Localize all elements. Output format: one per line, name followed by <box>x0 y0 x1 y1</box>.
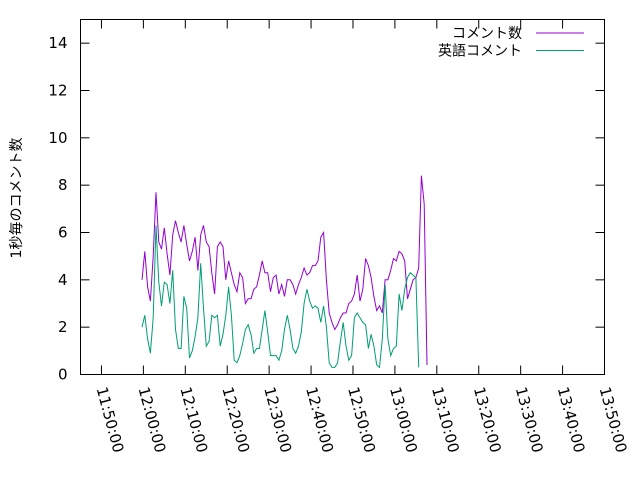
y-tick-label: 12 <box>48 82 67 100</box>
x-tick-label: 12:00:00 <box>135 385 170 455</box>
x-axis: 11:50:00 12:00:00 12:10:00 12:20:00 12:30:00… <box>93 19 631 455</box>
y-tick-label: 2 <box>58 318 68 336</box>
x-tick-label: 12:50:00 <box>344 385 379 455</box>
x-tick-label: 13:10:00 <box>428 385 463 455</box>
x-tick-label: 13:00:00 <box>386 385 421 455</box>
y-tick-label: 4 <box>58 271 68 289</box>
y-tick-label: 10 <box>48 129 67 147</box>
plot-frame <box>80 19 605 375</box>
x-tick-label: 12:20:00 <box>218 385 253 455</box>
x-tick-label: 13:30:00 <box>512 385 547 455</box>
x-tick-label: 12:30:00 <box>260 385 295 455</box>
x-tick-label: 12:10:00 <box>176 385 211 455</box>
y-tick-label: 6 <box>58 224 68 242</box>
legend-label: 英語コメント <box>438 43 522 60</box>
x-tick-label: 12:40:00 <box>302 385 337 455</box>
series-line-2 <box>141 225 420 369</box>
x-tick-label: 13:20:00 <box>470 385 505 455</box>
series-line-1 <box>141 175 428 366</box>
y-tick-label: 8 <box>58 176 68 194</box>
y-axis-label: 1秒毎のコメント数 <box>9 138 25 259</box>
y-axis: 0 2 4 6 8 10 12 14 <box>48 34 605 384</box>
x-tick-label: 13:40:00 <box>554 385 589 455</box>
legend-label: コメント数 <box>452 26 522 42</box>
x-tick-label: 11:50:00 <box>93 385 128 455</box>
y-tick-label: 14 <box>48 34 67 52</box>
x-tick-label: 13:50:00 <box>596 385 631 455</box>
series-layer <box>141 175 428 369</box>
y-tick-label: 0 <box>58 366 68 384</box>
